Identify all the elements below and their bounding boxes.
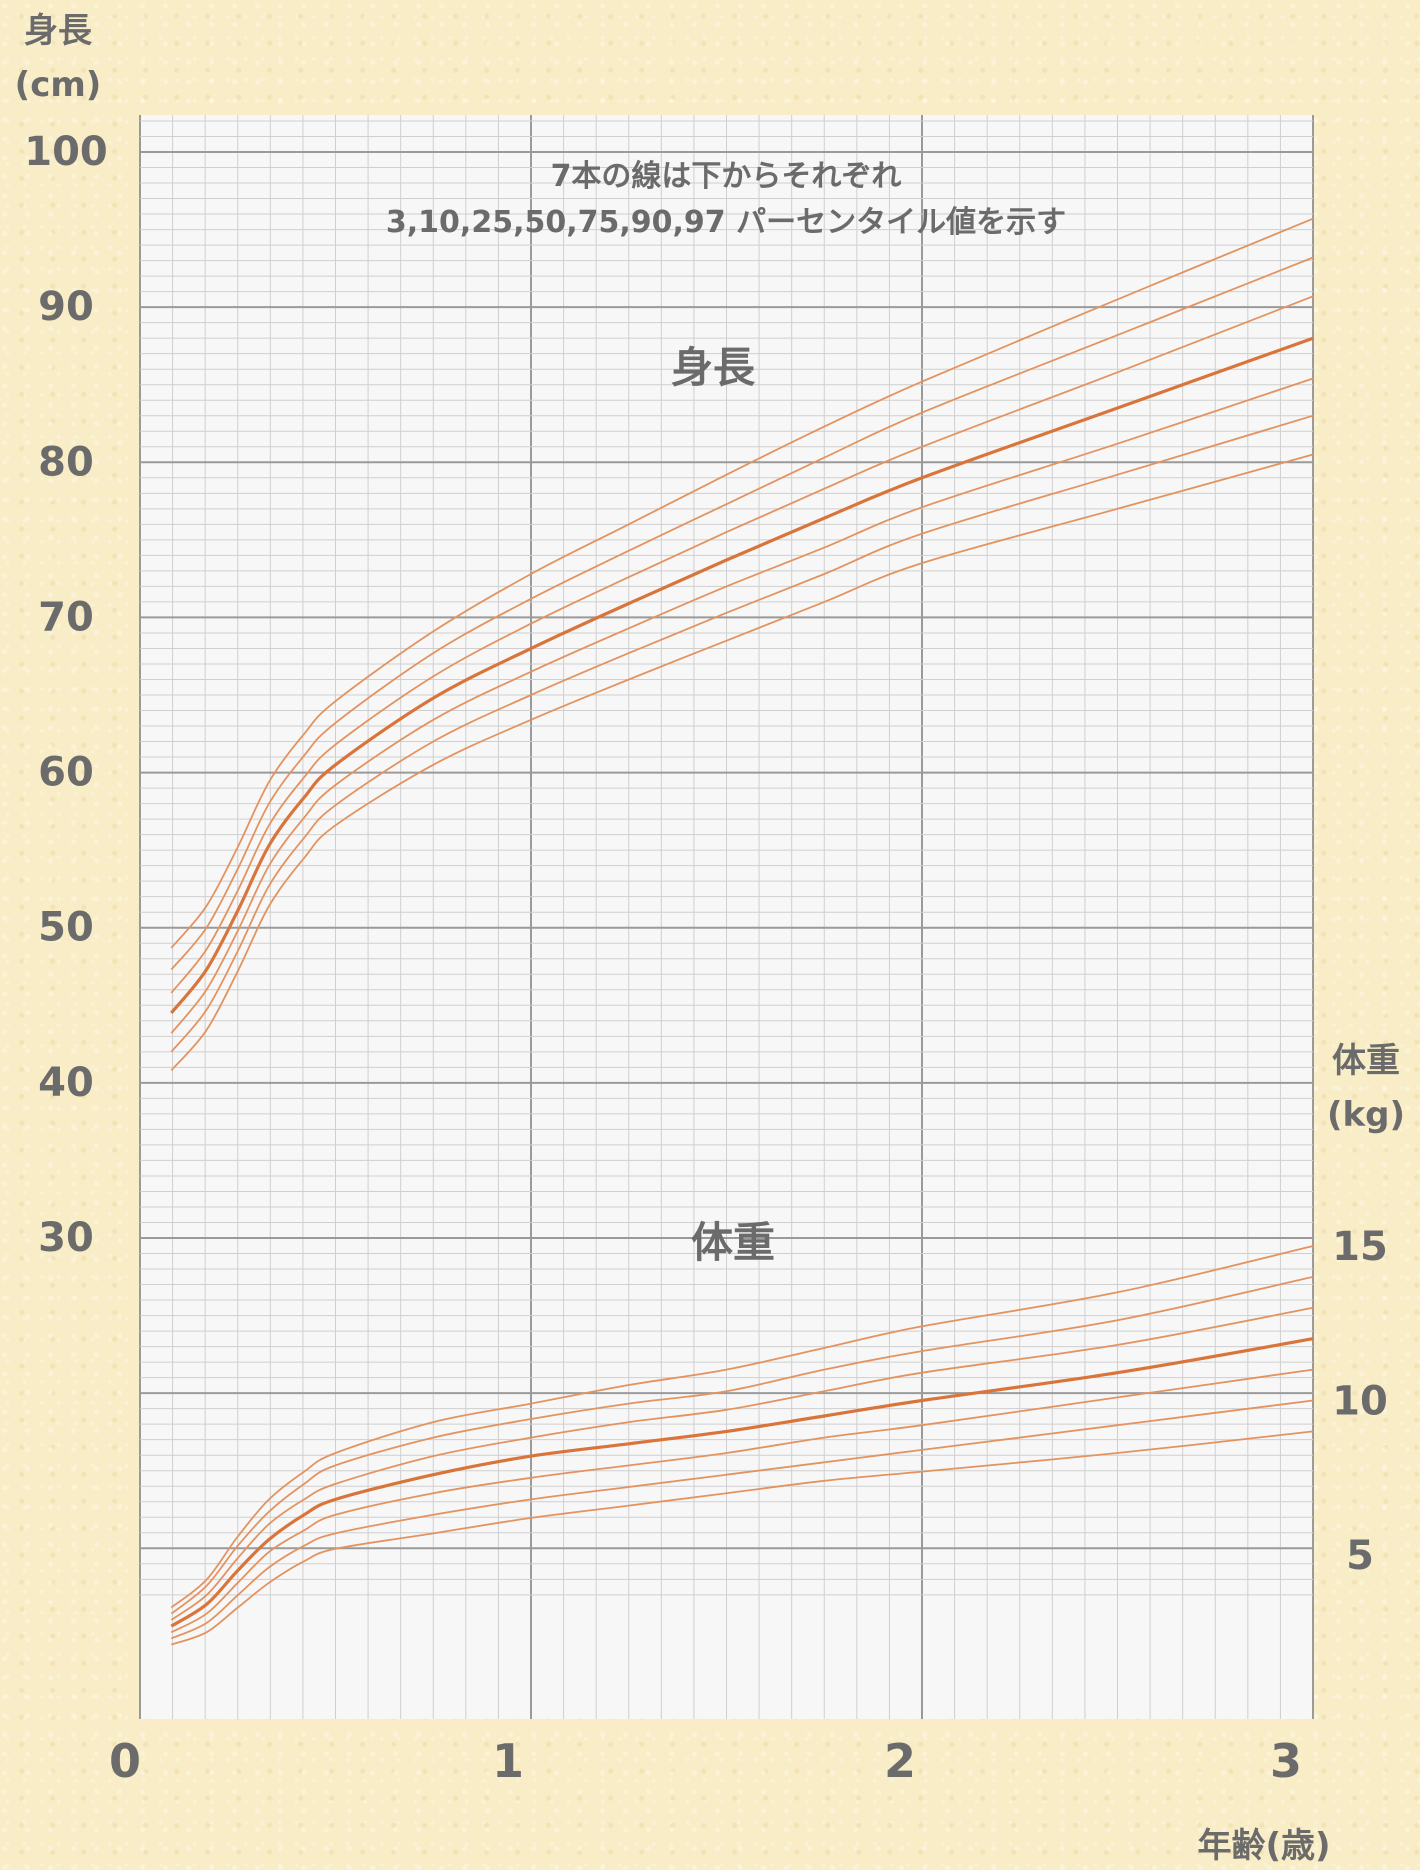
height-axis-label-line1: 身長 [24, 11, 93, 51]
weight-tick-labels: 15 10 5 [1332, 1224, 1388, 1579]
height-p97-line [170, 217, 1314, 949]
weight-axis-label-line1: 体重 [1332, 1041, 1400, 1081]
height-tick-labels: 100 90 80 70 60 50 40 30 [24, 129, 108, 1261]
height-tick-label: 90 [38, 284, 94, 330]
x-axis-label: 年齢(歳) [1197, 1826, 1330, 1866]
height-p25-line [170, 377, 1314, 1034]
weight-tick-label: 10 [1332, 1379, 1388, 1425]
height-tick-label: 60 [38, 750, 94, 796]
height-p90-line [170, 256, 1314, 971]
weight-p10-line [170, 1399, 1314, 1640]
weight-axis-label-line2: (kg) [1327, 1095, 1405, 1135]
weight-tick-label: 5 [1346, 1533, 1374, 1579]
height-axis-label-line2: (cm) [15, 65, 102, 105]
height-tick-label: 70 [38, 594, 94, 640]
height-tick-label: 40 [38, 1060, 94, 1106]
height-percentile-lines [170, 217, 1314, 1071]
weight-p3-line [171, 1430, 1314, 1646]
height-p50-line [170, 336, 1314, 1015]
x-tick-label: 2 [884, 1734, 916, 1788]
weight-p25-line [170, 1368, 1314, 1634]
x-tick-label: 3 [1270, 1734, 1302, 1788]
weight-p75-line [170, 1306, 1314, 1621]
note-line2: 3,10,25,50,75,90,97 パーセンタイル値を示す [386, 205, 1066, 240]
weight-series-label: 体重 [691, 1218, 775, 1267]
height-p75-line [170, 295, 1314, 994]
weight-tick-label: 15 [1332, 1224, 1388, 1270]
x-tick-labels: 0 1 2 3 [109, 1734, 1302, 1788]
grid [139, 115, 1314, 1719]
weight-p50-line [170, 1337, 1314, 1628]
height-series-label: 身長 [671, 343, 756, 392]
height-tick-label: 30 [38, 1215, 94, 1261]
height-tick-label: 80 [38, 439, 94, 485]
height-p3-line [170, 453, 1314, 1071]
note-line1: 7本の線は下からそれぞれ [551, 159, 902, 194]
height-tick-label: 100 [24, 129, 108, 175]
x-tick-label: 0 [109, 1734, 141, 1788]
weight-percentile-lines [170, 1245, 1314, 1646]
height-p10-line [170, 414, 1314, 1053]
weight-p90-line [170, 1276, 1314, 1615]
x-tick-label: 1 [492, 1734, 524, 1788]
height-tick-label: 50 [38, 905, 94, 951]
weight-p97-line [170, 1245, 1314, 1609]
